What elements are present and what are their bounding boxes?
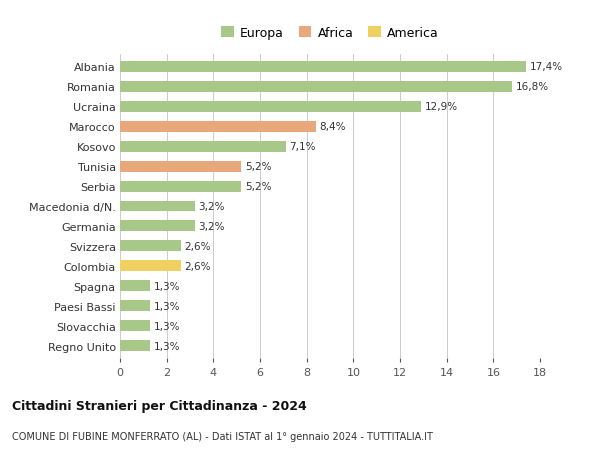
Text: 2,6%: 2,6%: [184, 261, 211, 271]
Text: Cittadini Stranieri per Cittadinanza - 2024: Cittadini Stranieri per Cittadinanza - 2…: [12, 399, 307, 412]
Bar: [120, 101, 421, 112]
Bar: [120, 321, 151, 331]
Text: 5,2%: 5,2%: [245, 182, 271, 191]
Text: 1,3%: 1,3%: [154, 341, 181, 351]
Bar: [120, 261, 181, 272]
Bar: [120, 121, 316, 132]
Bar: [120, 62, 526, 73]
Text: 17,4%: 17,4%: [529, 62, 563, 72]
Bar: [120, 201, 194, 212]
Bar: [120, 161, 241, 172]
Bar: [120, 281, 151, 292]
Text: 16,8%: 16,8%: [515, 82, 548, 92]
Text: 8,4%: 8,4%: [320, 122, 346, 132]
Text: 1,3%: 1,3%: [154, 281, 181, 291]
Text: 5,2%: 5,2%: [245, 162, 271, 172]
Text: 3,2%: 3,2%: [198, 222, 224, 231]
Text: 12,9%: 12,9%: [425, 102, 458, 112]
Text: 3,2%: 3,2%: [198, 202, 224, 212]
Legend: Europa, Africa, America: Europa, Africa, America: [216, 22, 444, 45]
Text: 1,3%: 1,3%: [154, 301, 181, 311]
Bar: [120, 181, 241, 192]
Bar: [120, 82, 512, 92]
Bar: [120, 141, 286, 152]
Bar: [120, 241, 181, 252]
Text: 1,3%: 1,3%: [154, 321, 181, 331]
Bar: [120, 301, 151, 312]
Text: COMUNE DI FUBINE MONFERRATO (AL) - Dati ISTAT al 1° gennaio 2024 - TUTTITALIA.IT: COMUNE DI FUBINE MONFERRATO (AL) - Dati …: [12, 431, 433, 442]
Bar: [120, 341, 151, 352]
Text: 7,1%: 7,1%: [289, 142, 316, 152]
Text: 2,6%: 2,6%: [184, 241, 211, 252]
Bar: [120, 221, 194, 232]
